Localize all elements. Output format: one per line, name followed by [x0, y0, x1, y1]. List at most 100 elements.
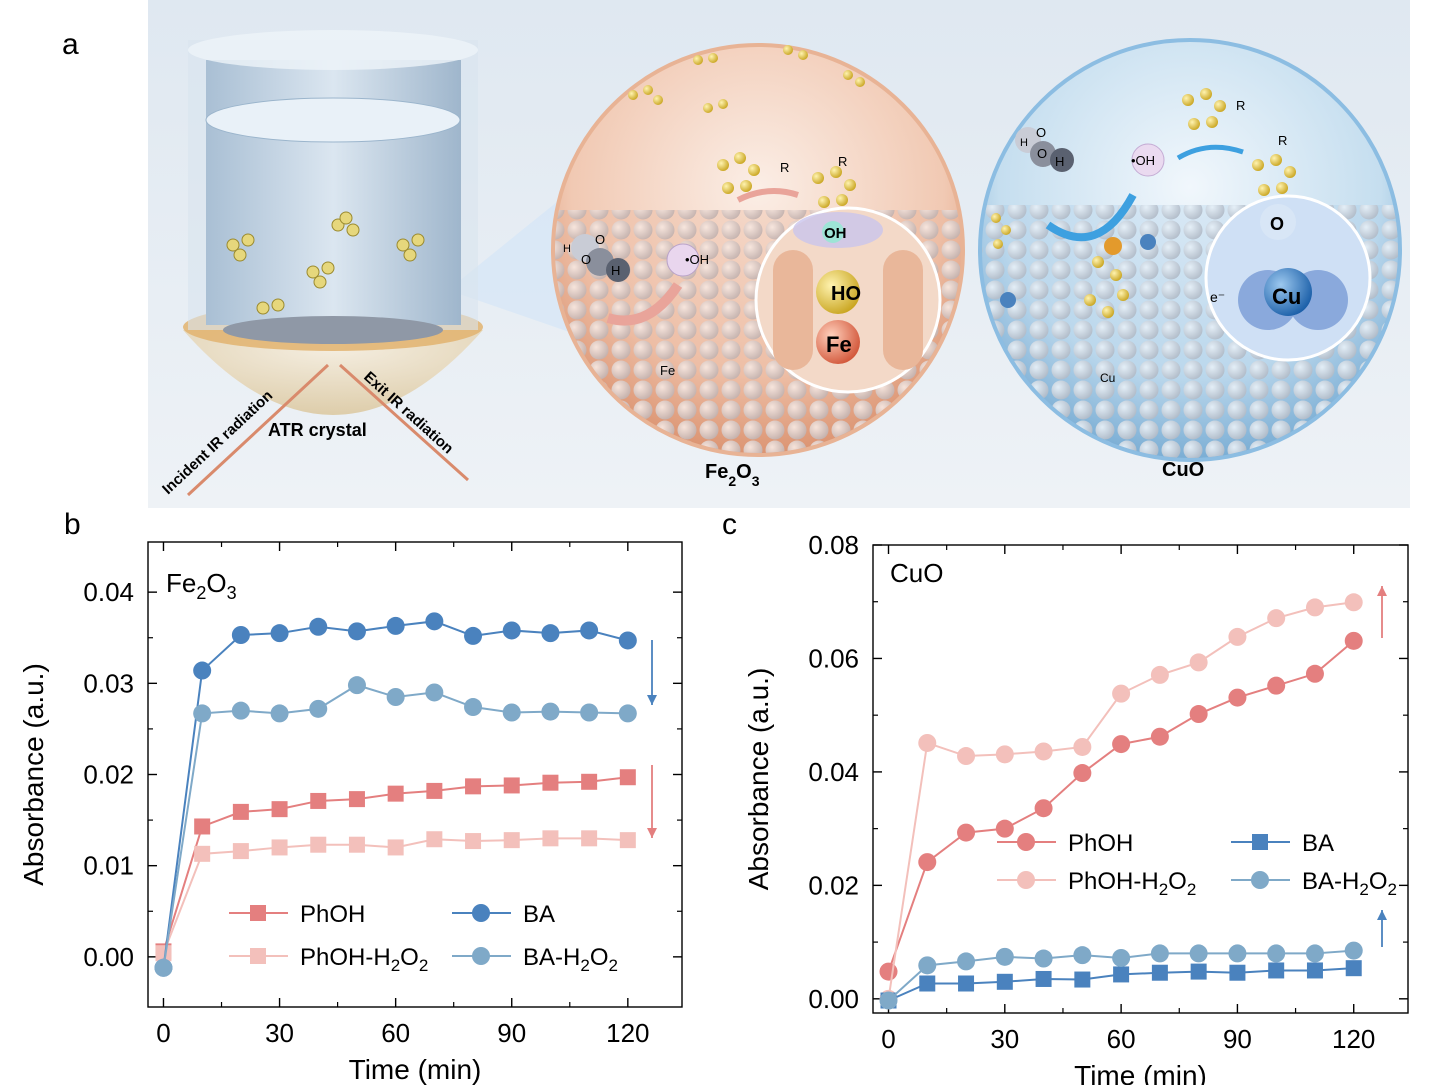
chart-c-ytick-label-2: 0.04 — [808, 757, 859, 787]
cu-site-atom — [1264, 268, 1312, 316]
chart-c-series-ba-h2o2-point-11 — [1305, 944, 1324, 963]
chart-b-series-phoh-point-8 — [465, 778, 482, 795]
panel-label-c: c — [722, 508, 737, 541]
chart-b-series-ba-point-1 — [193, 661, 212, 680]
chart-b-series-ba-h2o2-point-9 — [502, 703, 521, 722]
chart-b-legend-ba-h2o2-label-part-0: BA-H — [523, 944, 580, 971]
chart-c-series-ba-point-1 — [919, 975, 936, 992]
chart-c-series-phoh-point-10 — [1267, 676, 1286, 695]
chart-c-series-ba-point-7 — [1151, 964, 1168, 981]
chart-c-legend-phoh-h2o2-label-part-0: PhOH-H — [1068, 868, 1159, 895]
chart-c-series-ba-h2o2-point-12 — [1344, 941, 1363, 960]
chart-c-series-phoh-h2o2-point-5 — [1073, 737, 1092, 756]
transfer-arrow-fe — [606, 282, 683, 326]
chart-b-series-ba-h2o2-point-3 — [270, 704, 289, 723]
chart-b-series-ba-point-3 — [270, 624, 289, 643]
chart-c-legend-ba-h2o2-swatch-marker — [1251, 871, 1269, 889]
chart-b-legend-ba-h2o2-label-part-3: 2 — [608, 956, 617, 975]
oh-radical-right-atom — [1131, 143, 1165, 177]
chart-c-series-phoh-point-6 — [1112, 735, 1131, 754]
chart-c-series-phoh-h2o2-point-8 — [1189, 653, 1208, 672]
oh-radical-left-label: •OH — [685, 252, 709, 267]
chart-c-series-ba-h2o2-point-7 — [1150, 944, 1169, 963]
chart-c-series-phoh-point-1 — [918, 853, 937, 872]
chart-b-series-phoh-h2o2-point-8 — [465, 833, 482, 850]
chart-c-series-phoh-h2o2-line — [887, 601, 1354, 999]
chart-c-legend-phoh-swatch-marker — [1017, 833, 1035, 851]
chart-c-legend-ba-label: BA — [1302, 830, 1334, 857]
chart-c-series-ba-h2o2-point-5 — [1073, 946, 1092, 965]
chart-c-xlabel: Time (min) — [1074, 1060, 1207, 1085]
chart-b-legend-phoh-h2o2-label-part-1: 2 — [391, 956, 400, 975]
atr-cell — [183, 30, 483, 415]
chart-b-legend-ba-label: BA — [523, 901, 555, 928]
chart-c-series-phoh-h2o2-point-6 — [1112, 684, 1131, 703]
chart-c-title: CuO — [890, 558, 943, 588]
chart-b-title-part-3: 3 — [227, 583, 237, 603]
chart-b: 0 30 60 90 120 0.00 0.01 0.02 0.03 0.04 Time (min)… — [18, 541, 683, 1085]
chart-b-legend-ba-h2o2-label: BA-H2O2 — [523, 944, 618, 975]
chart-b-series-ba-point-11 — [580, 621, 599, 640]
oh-radical-right-label: •OH — [1131, 153, 1155, 168]
chart-c-legend-ba-label-part-0: BA — [1302, 830, 1334, 857]
chart-b-ytick-label-2: 0.02 — [83, 760, 134, 790]
h2o2-o1-left: O — [595, 232, 605, 247]
panel-label-a: a — [62, 28, 79, 61]
chart-b-series-ba-h2o2-point-1 — [193, 704, 212, 723]
chart-b-series-phoh-h2o2-point-4 — [310, 836, 327, 853]
chart-b-xtick-label-1: 30 — [265, 1018, 294, 1048]
atr-crystal-label: ATR crystal — [268, 420, 367, 440]
chart-b-series-ba-h2o2-point-8 — [464, 698, 483, 717]
chart-c-legend-phoh-h2o2-label-part-3: 2 — [1187, 880, 1196, 899]
chart-c-trend-arrow-1-head — [1377, 910, 1387, 920]
chart-b-title-part-2: O — [206, 568, 226, 598]
chart-b-xtick-label-2: 60 — [381, 1018, 410, 1048]
chart-c-series-ba-h2o2-point-4 — [1034, 949, 1053, 968]
chart-c-series-ba-point-4 — [1035, 970, 1052, 987]
h2o2-h2-right: H — [1055, 154, 1064, 169]
chart-b-xtick-label-0: 0 — [156, 1018, 170, 1048]
chart-c-series-phoh-h2o2-point-11 — [1305, 598, 1324, 617]
chart-b-series-ba-h2o2-point-11 — [580, 703, 599, 722]
chart-c-series-phoh-point-5 — [1073, 764, 1092, 783]
h2o2-o1-right: O — [1036, 125, 1046, 140]
chart-b-series-ba-h2o2-point-10 — [541, 702, 560, 721]
chart-b-legend-ba-h2o2-label-part-1: 2 — [580, 956, 589, 975]
chart-c-series-phoh-h2o2-point-10 — [1267, 609, 1286, 628]
panel-label-b: b — [64, 508, 81, 541]
chart-c-series-phoh-h2o2-point-4 — [1034, 742, 1053, 761]
chart-c-series-phoh-point-12 — [1344, 631, 1363, 650]
chart-b-series-ba-point-8 — [464, 626, 483, 645]
chart-c-legend-ba-h2o2-label-part-3: 2 — [1387, 880, 1396, 899]
oh-radical-left-atom — [666, 243, 700, 277]
chart-b-series-phoh-h2o2-point-10 — [542, 830, 559, 847]
chart-b-series-phoh-h2o2-point-3 — [271, 839, 288, 856]
chart-c-ytick-label-0: 0.00 — [808, 984, 859, 1014]
chart-c-series-phoh-point-3 — [995, 819, 1014, 838]
chart-b-legend-ba-label-part-0: BA — [523, 901, 555, 928]
oh-bond-label: OH — [824, 225, 847, 242]
chart-b-series-phoh-point-3 — [271, 801, 288, 818]
chart-b-series-ba-point-2 — [231, 626, 250, 644]
cu-site-label: Cu — [1272, 284, 1301, 309]
chart-b-title-part-0: Fe — [166, 568, 196, 598]
chart-c-series-phoh-point-11 — [1305, 664, 1324, 683]
chart-b-ylabel: Absorbance (a.u.) — [18, 663, 49, 886]
chart-b-series-phoh-h2o2-point-0 — [155, 945, 172, 962]
o-site-atom — [1260, 204, 1296, 240]
chart-c-legend-ba-swatch-marker — [1252, 834, 1268, 850]
chart-b-ytick-label-4: 0.04 — [83, 577, 134, 607]
chart-c-legend-phoh-label: PhOH — [1068, 830, 1133, 857]
chart-c-xtick-label-0: 0 — [881, 1024, 895, 1054]
chart-c-series-ba-h2o2-point-9 — [1228, 944, 1247, 963]
chart-c-series-phoh-point-8 — [1189, 705, 1208, 724]
chart-b-series-phoh-h2o2-point-7 — [426, 831, 443, 848]
chart-c-series-ba-point-3 — [996, 973, 1013, 990]
chart-b-series-phoh-point-10 — [542, 774, 559, 791]
chart-c-series-ba-h2o2-point-1 — [918, 956, 937, 975]
chart-c-series-ba-point-2 — [958, 975, 975, 992]
chart-b-series-ba-h2o2-point-2 — [231, 701, 250, 720]
chart-b-series-ba-point-12 — [618, 631, 637, 650]
chart-c-series-ba-point-9 — [1229, 964, 1246, 981]
chart-c-series-phoh-h2o2-point-7 — [1150, 665, 1169, 684]
